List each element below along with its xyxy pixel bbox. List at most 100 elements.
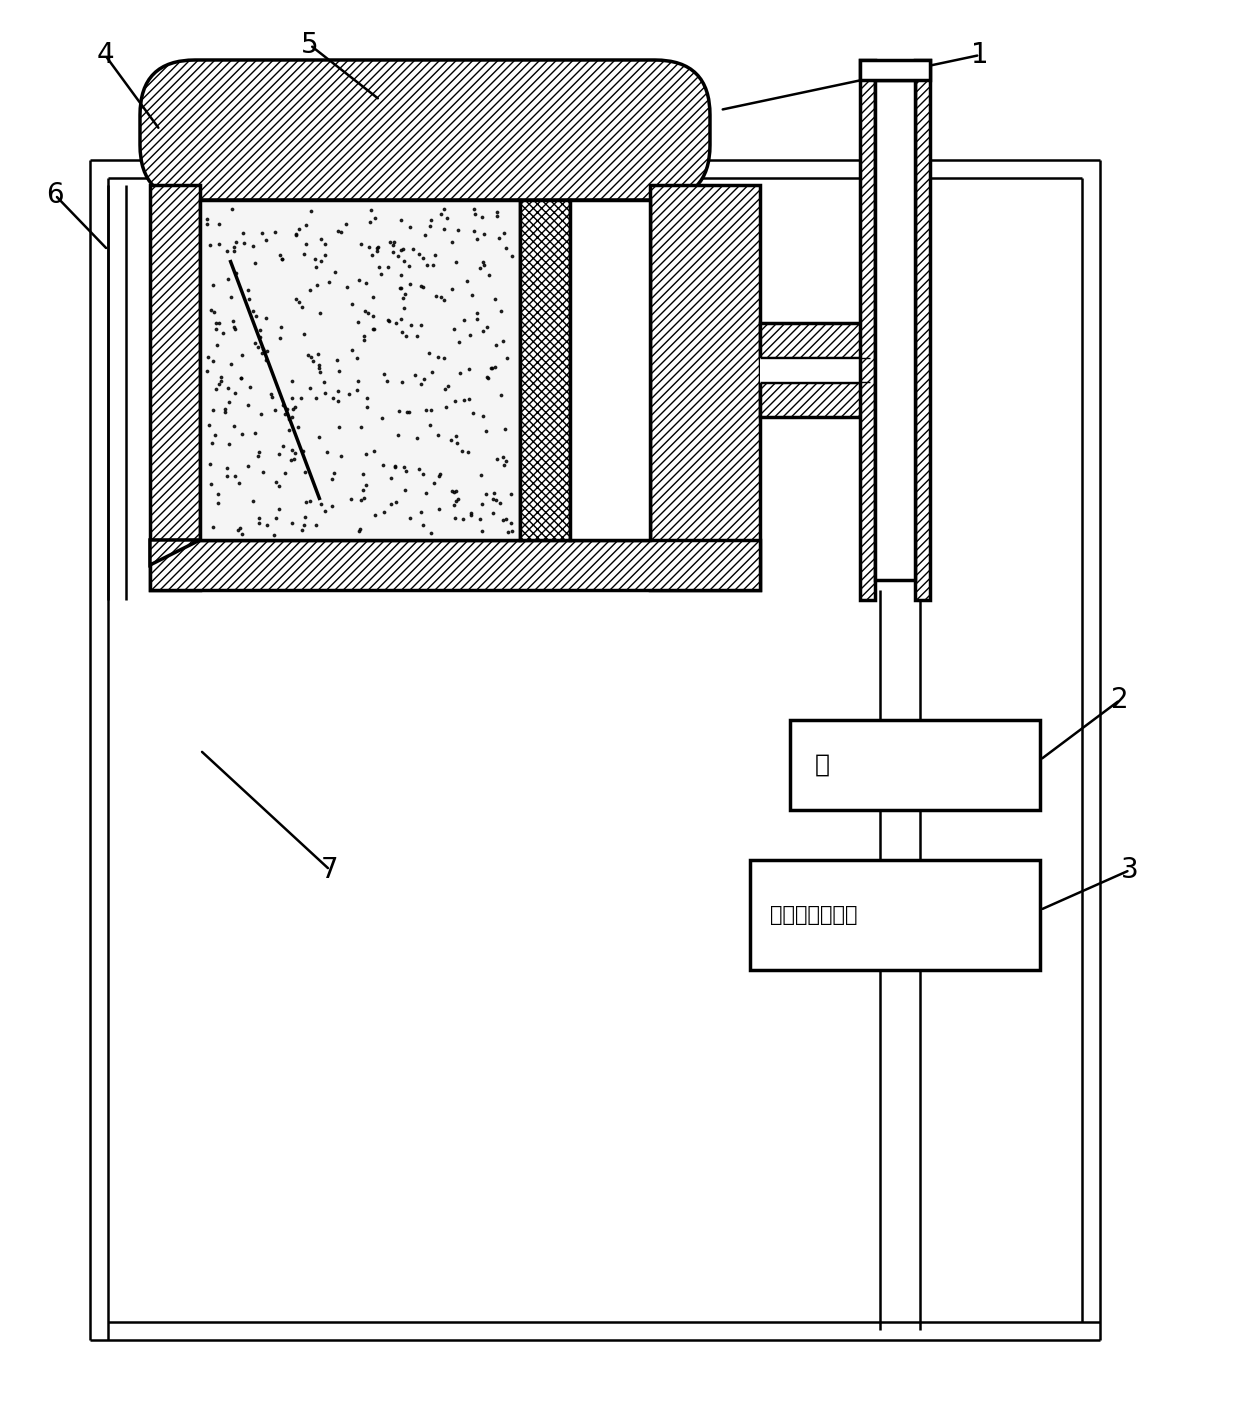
Point: [450, 361, 470, 384]
Point: [207, 312, 227, 334]
Point: [484, 502, 503, 524]
Point: [409, 458, 429, 481]
Point: [394, 296, 414, 319]
Point: [275, 462, 295, 485]
Point: [435, 378, 455, 400]
Point: [246, 332, 265, 354]
Point: [216, 398, 236, 420]
Point: [310, 302, 330, 325]
Point: [200, 233, 219, 256]
Point: [371, 263, 391, 285]
Point: [231, 367, 250, 389]
Point: [311, 250, 331, 273]
Point: [434, 218, 454, 240]
Point: [388, 423, 408, 445]
Point: [353, 479, 373, 502]
Point: [474, 405, 494, 427]
Point: [413, 275, 433, 298]
Point: [374, 500, 394, 523]
Point: [327, 389, 347, 412]
Point: [248, 445, 268, 468]
Point: [459, 388, 479, 410]
Point: [239, 288, 259, 311]
Point: [501, 511, 521, 534]
Point: [420, 414, 440, 437]
Point: [210, 374, 229, 396]
Point: [286, 288, 306, 311]
Point: [392, 209, 412, 232]
Point: [229, 472, 249, 495]
Point: [329, 381, 348, 403]
Point: [300, 490, 320, 513]
Bar: [760, 358, 870, 384]
Point: [208, 483, 228, 506]
Point: [417, 399, 436, 422]
Point: [269, 497, 289, 520]
Point: [224, 316, 244, 339]
Point: [479, 367, 498, 389]
Point: [356, 273, 376, 295]
Point: [471, 520, 491, 542]
Point: [227, 230, 247, 253]
Point: [392, 320, 412, 343]
Point: [350, 270, 370, 292]
Point: [490, 492, 510, 514]
Point: [200, 413, 219, 436]
Point: [278, 398, 298, 420]
Point: [361, 198, 381, 221]
Point: [471, 207, 491, 229]
Point: [496, 507, 516, 530]
Point: [255, 229, 275, 251]
Point: [218, 377, 238, 399]
Bar: [790, 719, 1040, 811]
Point: [270, 316, 290, 339]
Point: [253, 339, 273, 361]
Point: [401, 313, 420, 336]
Point: [281, 448, 301, 471]
Text: 静电收集测氡仪: 静电收集测氡仪: [770, 905, 858, 924]
Point: [365, 440, 384, 462]
Point: [200, 452, 219, 475]
Point: [378, 309, 398, 332]
Point: [384, 455, 404, 478]
Point: [459, 441, 479, 464]
Point: [391, 277, 410, 299]
Point: [399, 400, 419, 423]
Point: [253, 461, 273, 483]
Point: [352, 462, 372, 485]
Point: [201, 473, 221, 496]
Point: [341, 488, 361, 510]
Point: [285, 223, 305, 246]
Point: [226, 465, 246, 488]
Point: [202, 274, 222, 296]
Point: [217, 465, 237, 488]
Point: [397, 400, 417, 423]
Point: [394, 250, 414, 273]
Point: [453, 440, 472, 462]
Point: [363, 318, 383, 340]
Point: [347, 379, 367, 402]
Point: [485, 288, 505, 311]
Point: [386, 312, 405, 334]
Point: [305, 247, 325, 270]
Point: [474, 223, 494, 246]
Point: [327, 348, 347, 371]
Point: [286, 222, 306, 244]
Point: [298, 344, 317, 367]
Point: [264, 221, 284, 243]
Point: [460, 358, 480, 381]
Point: [241, 377, 260, 399]
Point: [351, 416, 371, 438]
Point: [381, 230, 401, 253]
Point: [210, 212, 229, 235]
Point: [301, 200, 321, 222]
Point: [494, 330, 513, 353]
Point: [315, 382, 335, 405]
Point: [221, 285, 241, 308]
Point: [396, 282, 415, 305]
Point: [231, 367, 250, 389]
Point: [308, 343, 327, 365]
Point: [310, 361, 330, 384]
Point: [470, 507, 490, 530]
Point: [289, 416, 309, 438]
